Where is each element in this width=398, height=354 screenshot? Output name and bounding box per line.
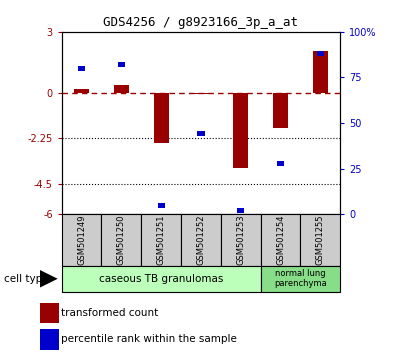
Bar	[313, 51, 328, 93]
Bar	[237, 208, 244, 213]
Bar	[193, 93, 209, 94]
Text: transformed count: transformed count	[61, 308, 158, 318]
Bar	[114, 85, 129, 93]
Bar	[233, 93, 248, 167]
Text: caseous TB granulomas: caseous TB granulomas	[99, 274, 223, 284]
Bar	[317, 51, 324, 56]
Text: GSM501250: GSM501250	[117, 215, 126, 265]
Polygon shape	[40, 270, 58, 287]
Bar	[40, 329, 59, 350]
Bar	[273, 93, 288, 128]
Bar	[197, 131, 205, 137]
Bar	[78, 66, 85, 71]
Text: GSM501251: GSM501251	[157, 215, 166, 265]
Bar	[101, 214, 141, 266]
Bar	[261, 214, 300, 266]
Text: percentile rank within the sample: percentile rank within the sample	[61, 335, 237, 344]
Bar	[158, 202, 165, 207]
Bar	[141, 214, 181, 266]
Bar	[62, 214, 101, 266]
Text: GSM501252: GSM501252	[197, 215, 205, 265]
Bar	[261, 266, 340, 292]
Title: GDS4256 / g8923166_3p_a_at: GDS4256 / g8923166_3p_a_at	[103, 16, 298, 29]
Bar	[40, 303, 59, 323]
Bar	[300, 214, 340, 266]
Bar	[221, 214, 261, 266]
Bar	[154, 93, 169, 143]
Bar	[74, 89, 89, 93]
Bar	[277, 161, 284, 166]
Text: GSM501249: GSM501249	[77, 215, 86, 265]
Bar	[118, 62, 125, 67]
Text: GSM501254: GSM501254	[276, 215, 285, 265]
Text: normal lung
parenchyma: normal lung parenchyma	[274, 269, 327, 289]
Text: GSM501255: GSM501255	[316, 215, 325, 265]
Bar	[181, 214, 221, 266]
Bar	[62, 266, 261, 292]
Text: cell type: cell type	[4, 274, 49, 284]
Text: GSM501253: GSM501253	[236, 215, 245, 265]
